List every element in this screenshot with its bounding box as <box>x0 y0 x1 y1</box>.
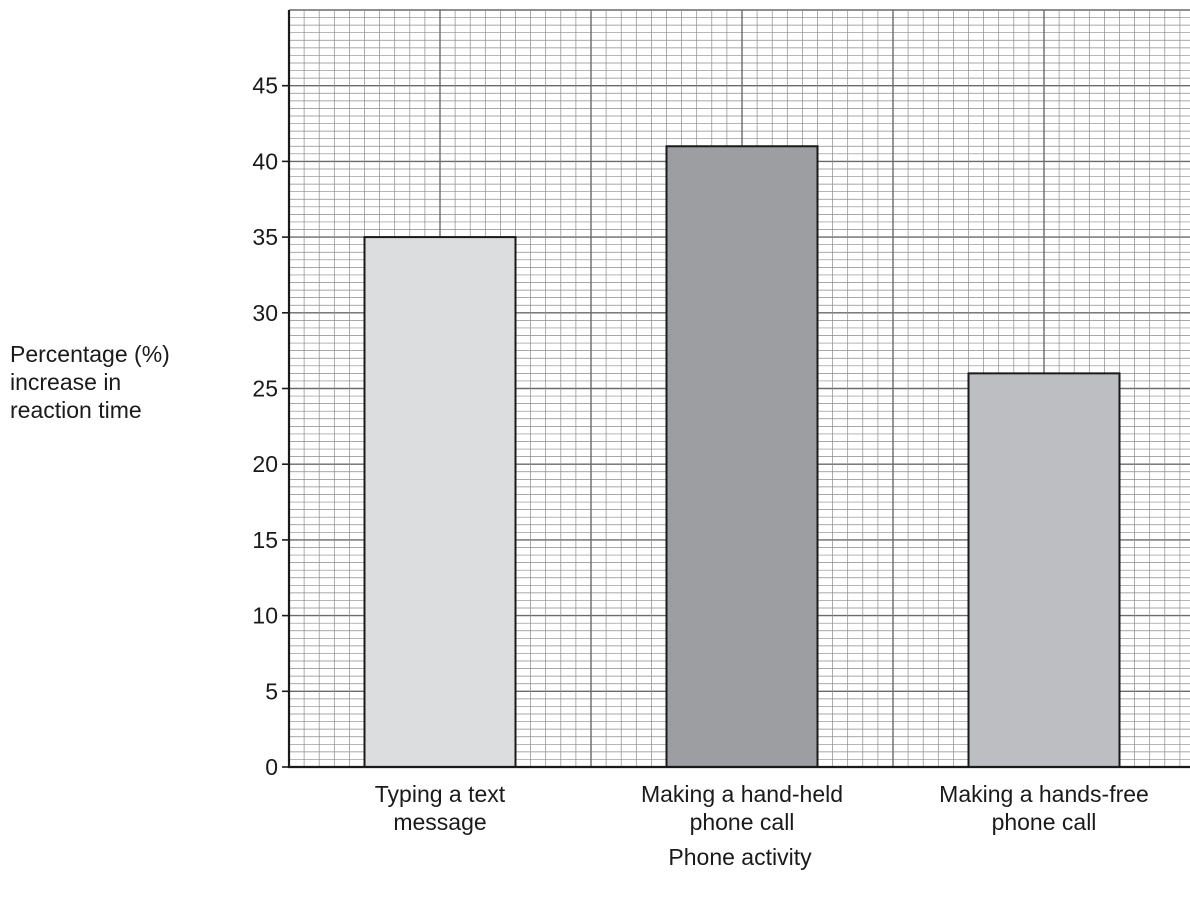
y-tick-label: 5 <box>265 678 278 704</box>
x-category-label: Making a hand-held phone call <box>641 781 843 835</box>
y-tick-label: 20 <box>252 451 278 477</box>
bar <box>967 372 1121 768</box>
x-axis-title: Phone activity <box>668 844 812 870</box>
x-category-label: Typing a text message <box>375 781 506 835</box>
y-tick-label: 25 <box>252 376 278 402</box>
x-category-label: Making a hands-free phone call <box>939 781 1149 835</box>
y-tick-label: 10 <box>252 603 278 629</box>
x-axis-categories: Typing a text message Making a hand-held ph… <box>375 781 1149 835</box>
bar <box>665 145 819 768</box>
y-tick-label: 45 <box>252 73 278 99</box>
bar <box>363 236 517 769</box>
y-tick-label: 40 <box>252 148 278 174</box>
y-tick-label: 30 <box>252 300 278 326</box>
chart-bars <box>363 145 1121 769</box>
y-axis-ticks: 0 5 10 15 20 25 30 35 40 45 <box>252 73 289 780</box>
y-tick-label: 15 <box>252 527 278 553</box>
y-tick-label: 0 <box>265 754 278 780</box>
y-tick-label: 35 <box>252 224 278 250</box>
y-axis-title-text: Percentage (%) increase in reaction time <box>10 341 170 423</box>
y-axis-title: Percentage (%) increase in reaction time <box>10 341 170 423</box>
